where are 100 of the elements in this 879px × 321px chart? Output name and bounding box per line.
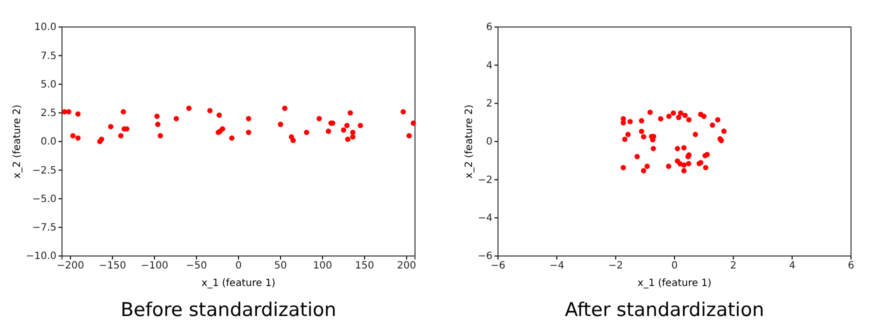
point — [682, 112, 688, 118]
point — [620, 120, 626, 126]
point — [644, 164, 650, 169]
point — [348, 110, 353, 116]
y-tick-label: −10.0 — [26, 251, 56, 262]
point — [154, 114, 160, 119]
y-tick-label: 0 — [486, 136, 492, 148]
point — [622, 136, 628, 142]
y-tick-label: −2 — [478, 174, 492, 186]
y-tick-label: 6 — [486, 22, 492, 34]
point — [278, 122, 284, 127]
point — [640, 134, 646, 140]
point — [703, 165, 708, 170]
point — [345, 136, 350, 142]
x-tick-label: −100 — [140, 260, 168, 272]
point — [344, 122, 350, 128]
point — [638, 128, 644, 134]
point — [326, 128, 332, 134]
point — [290, 138, 296, 143]
y-tick-label: 5.0 — [40, 79, 56, 90]
point — [186, 106, 192, 111]
point — [350, 130, 356, 135]
x-tick-label: −2 — [608, 260, 624, 272]
x-tick-label: 2 — [730, 260, 737, 272]
y-axis-title: x_2 (feature 2) — [12, 104, 23, 178]
point — [625, 132, 631, 138]
point — [634, 154, 640, 160]
point — [66, 109, 72, 114]
point — [304, 130, 310, 135]
y-tick-label: 2.5 — [40, 108, 56, 120]
x-tick-label: 0 — [671, 260, 678, 272]
text: Before standardization — [120, 299, 336, 321]
x-tick-label: 200 — [397, 260, 416, 272]
point — [676, 114, 682, 120]
point — [229, 135, 234, 141]
point — [650, 146, 656, 152]
x-tick-label: −50 — [186, 260, 208, 272]
point — [75, 111, 81, 117]
point — [246, 130, 252, 135]
point — [678, 110, 684, 116]
point — [282, 106, 288, 111]
point — [647, 110, 653, 115]
point — [701, 114, 707, 119]
point — [118, 133, 124, 138]
point — [721, 128, 727, 134]
point — [666, 164, 672, 169]
point — [174, 116, 179, 122]
point — [98, 136, 104, 142]
x-tick-label: −150 — [98, 260, 126, 272]
point — [620, 165, 626, 170]
point — [640, 168, 646, 174]
point — [686, 160, 692, 166]
point — [350, 134, 356, 140]
point — [674, 146, 680, 152]
y-tick-label: −7.5 — [32, 222, 56, 234]
y-tick-label: 2 — [486, 98, 492, 110]
point — [692, 132, 698, 138]
x-tick-label: 50 — [274, 260, 287, 272]
point — [220, 126, 226, 132]
point — [681, 168, 687, 174]
point — [70, 133, 76, 138]
point — [715, 117, 720, 122]
point — [155, 122, 160, 127]
y-tick-label: 7.5 — [40, 50, 56, 62]
point — [400, 109, 406, 114]
point — [681, 145, 687, 150]
x-tick-label: −4 — [549, 260, 564, 272]
point — [216, 112, 222, 118]
x-tick-label: 4 — [788, 260, 796, 272]
y-tick-label: −6 — [478, 251, 492, 262]
point — [686, 117, 692, 122]
point — [670, 110, 676, 116]
point — [358, 122, 364, 128]
point — [710, 122, 716, 128]
x-axis-title: x_1 (feature 1) — [202, 278, 276, 289]
point — [340, 127, 346, 133]
point — [666, 114, 672, 119]
point — [638, 118, 644, 124]
x-tick-label: 0 — [235, 260, 242, 272]
point — [681, 162, 687, 168]
point — [410, 120, 416, 126]
point — [207, 108, 213, 114]
point — [627, 119, 633, 124]
y-tick-label: 4 — [486, 60, 492, 72]
y-tick-label: −4 — [478, 213, 492, 224]
point — [406, 133, 412, 138]
x-axis-title: x_1 (feature 1) — [638, 278, 712, 289]
text: After standardization — [564, 299, 764, 321]
point — [246, 116, 252, 122]
y-axis-title: x_2 (feature 2) — [464, 104, 475, 178]
y-tick-label: −2.5 — [32, 165, 56, 176]
point — [658, 116, 664, 122]
x-tick-label: 6 — [848, 260, 854, 272]
point — [108, 124, 114, 130]
point — [120, 109, 126, 114]
y-tick-label: 0.0 — [40, 136, 56, 148]
point — [316, 116, 322, 122]
x-tick-label: −200 — [56, 260, 84, 272]
point — [158, 133, 163, 138]
y-tick-label: −5.0 — [32, 194, 56, 205]
